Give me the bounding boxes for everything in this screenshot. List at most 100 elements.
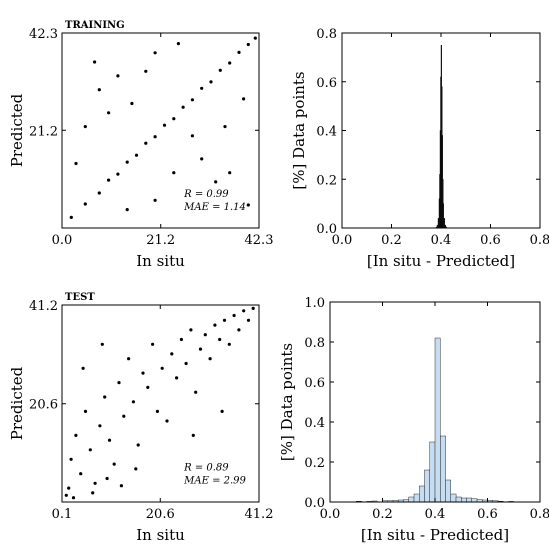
scatter-point [64,493,68,497]
scatter-point [117,381,121,385]
scatter-point [91,491,95,495]
stats-annotation: R = 0.99 [183,189,229,200]
scatter-point [151,342,155,346]
scatter-point [107,438,112,442]
scatter-point [141,371,145,375]
scatter-point [74,161,78,166]
y-tick-label: 20.6 [29,398,58,413]
scatter-point [232,313,236,318]
scatter-point [93,60,97,64]
panel-title: TRAINING [65,20,125,31]
scatter-point [222,318,227,322]
stats-annotation: R = 0.89 [183,462,229,473]
scatter-point [246,42,250,47]
scatter-point [98,424,102,428]
histogram-bars-3 [356,337,515,503]
scatter-point [237,328,241,332]
scatter-point [153,198,157,202]
x-tick-label: 0.2 [381,233,402,248]
scatter-point [220,409,224,413]
x-tick-label: 0.6 [480,233,501,248]
histogram-bars-1 [435,45,447,229]
y-axis-label: [%] Data points [278,343,296,461]
y-tick-label: 0.2 [304,456,325,471]
y-axis-label: Predicted [8,93,26,167]
scatter-point [107,111,111,115]
scatter-point [112,462,116,466]
stats-annotation: MAE = 1.14 [183,202,246,213]
scatter-point [125,208,129,212]
scatter-point [105,476,109,481]
scatter-point [160,366,164,370]
scatter-point [155,409,159,413]
y-tick-label: 0.8 [304,336,325,351]
y-tick-label: 0.2 [316,173,337,188]
scatter-point [189,328,193,332]
y-tick-label: 1.0 [304,296,325,311]
scatter-point [200,157,204,161]
scatter-point [228,61,232,65]
scatter-point [179,337,183,342]
scatter-point [116,172,120,176]
histogram-bar [424,469,431,503]
scatter-point [170,352,174,356]
scatter-point [203,333,207,337]
scatter-point [127,357,131,361]
scatter-point [181,105,185,109]
x-tick-label: 0.0 [320,507,341,522]
x-tick-label: 42.3 [245,233,274,248]
scatter-point [146,385,150,389]
x-tick-label: 0.8 [530,507,549,522]
scatter-points-0 [69,36,257,219]
scatter-point [214,180,218,184]
scatter-point [237,50,241,55]
scatter-point [97,191,101,195]
histogram-bar [450,493,457,503]
scatter-point [176,42,180,46]
histogram-bar [442,203,445,229]
scatter-point [119,484,123,488]
histogram-bar [445,479,452,503]
histogram-bar [413,493,420,503]
x-axis-label: [In situ - Predicted] [367,252,515,270]
scatter-point [83,202,87,206]
scatter-point [190,98,194,102]
scatter-point [172,171,176,175]
scatter-point [165,419,169,423]
scatter-point [200,86,204,90]
scatter-point [246,203,250,207]
scatter-point [103,395,107,399]
histogram-bar [443,218,446,229]
scatter-point [93,481,97,485]
y-tick-label: 41.2 [29,299,58,314]
x-tick-label: 0.8 [530,233,549,248]
scatter-point [213,323,217,327]
scatter-point [227,342,231,346]
scatter-point [107,178,111,182]
histogram-bar [466,497,473,503]
scatter-point [136,443,140,447]
scatter-point [208,357,212,361]
histogram-bar [419,485,425,503]
scatter-point [144,141,148,145]
scatter-point [74,433,78,437]
scatter-point [125,160,129,164]
scatter-point [242,97,246,101]
x-axis-label: In situ [136,526,185,544]
scatter-point [134,153,139,157]
scatter-point [153,51,157,55]
y-tick-label: 0.4 [316,125,337,140]
plot-frame-2 [61,304,260,503]
histogram-bar [437,218,440,229]
scatter-point [251,306,255,310]
x-tick-label: 0.0 [332,233,353,248]
scatter-point [198,347,203,351]
scatter-point [131,400,135,404]
scatter-point [194,390,198,394]
x-tick-label: 0.4 [431,233,452,248]
histogram-bar [429,441,436,503]
x-axis-label: In situ [136,252,185,270]
x-tick-label: 0.1 [52,507,73,522]
scatter-point [88,448,92,452]
